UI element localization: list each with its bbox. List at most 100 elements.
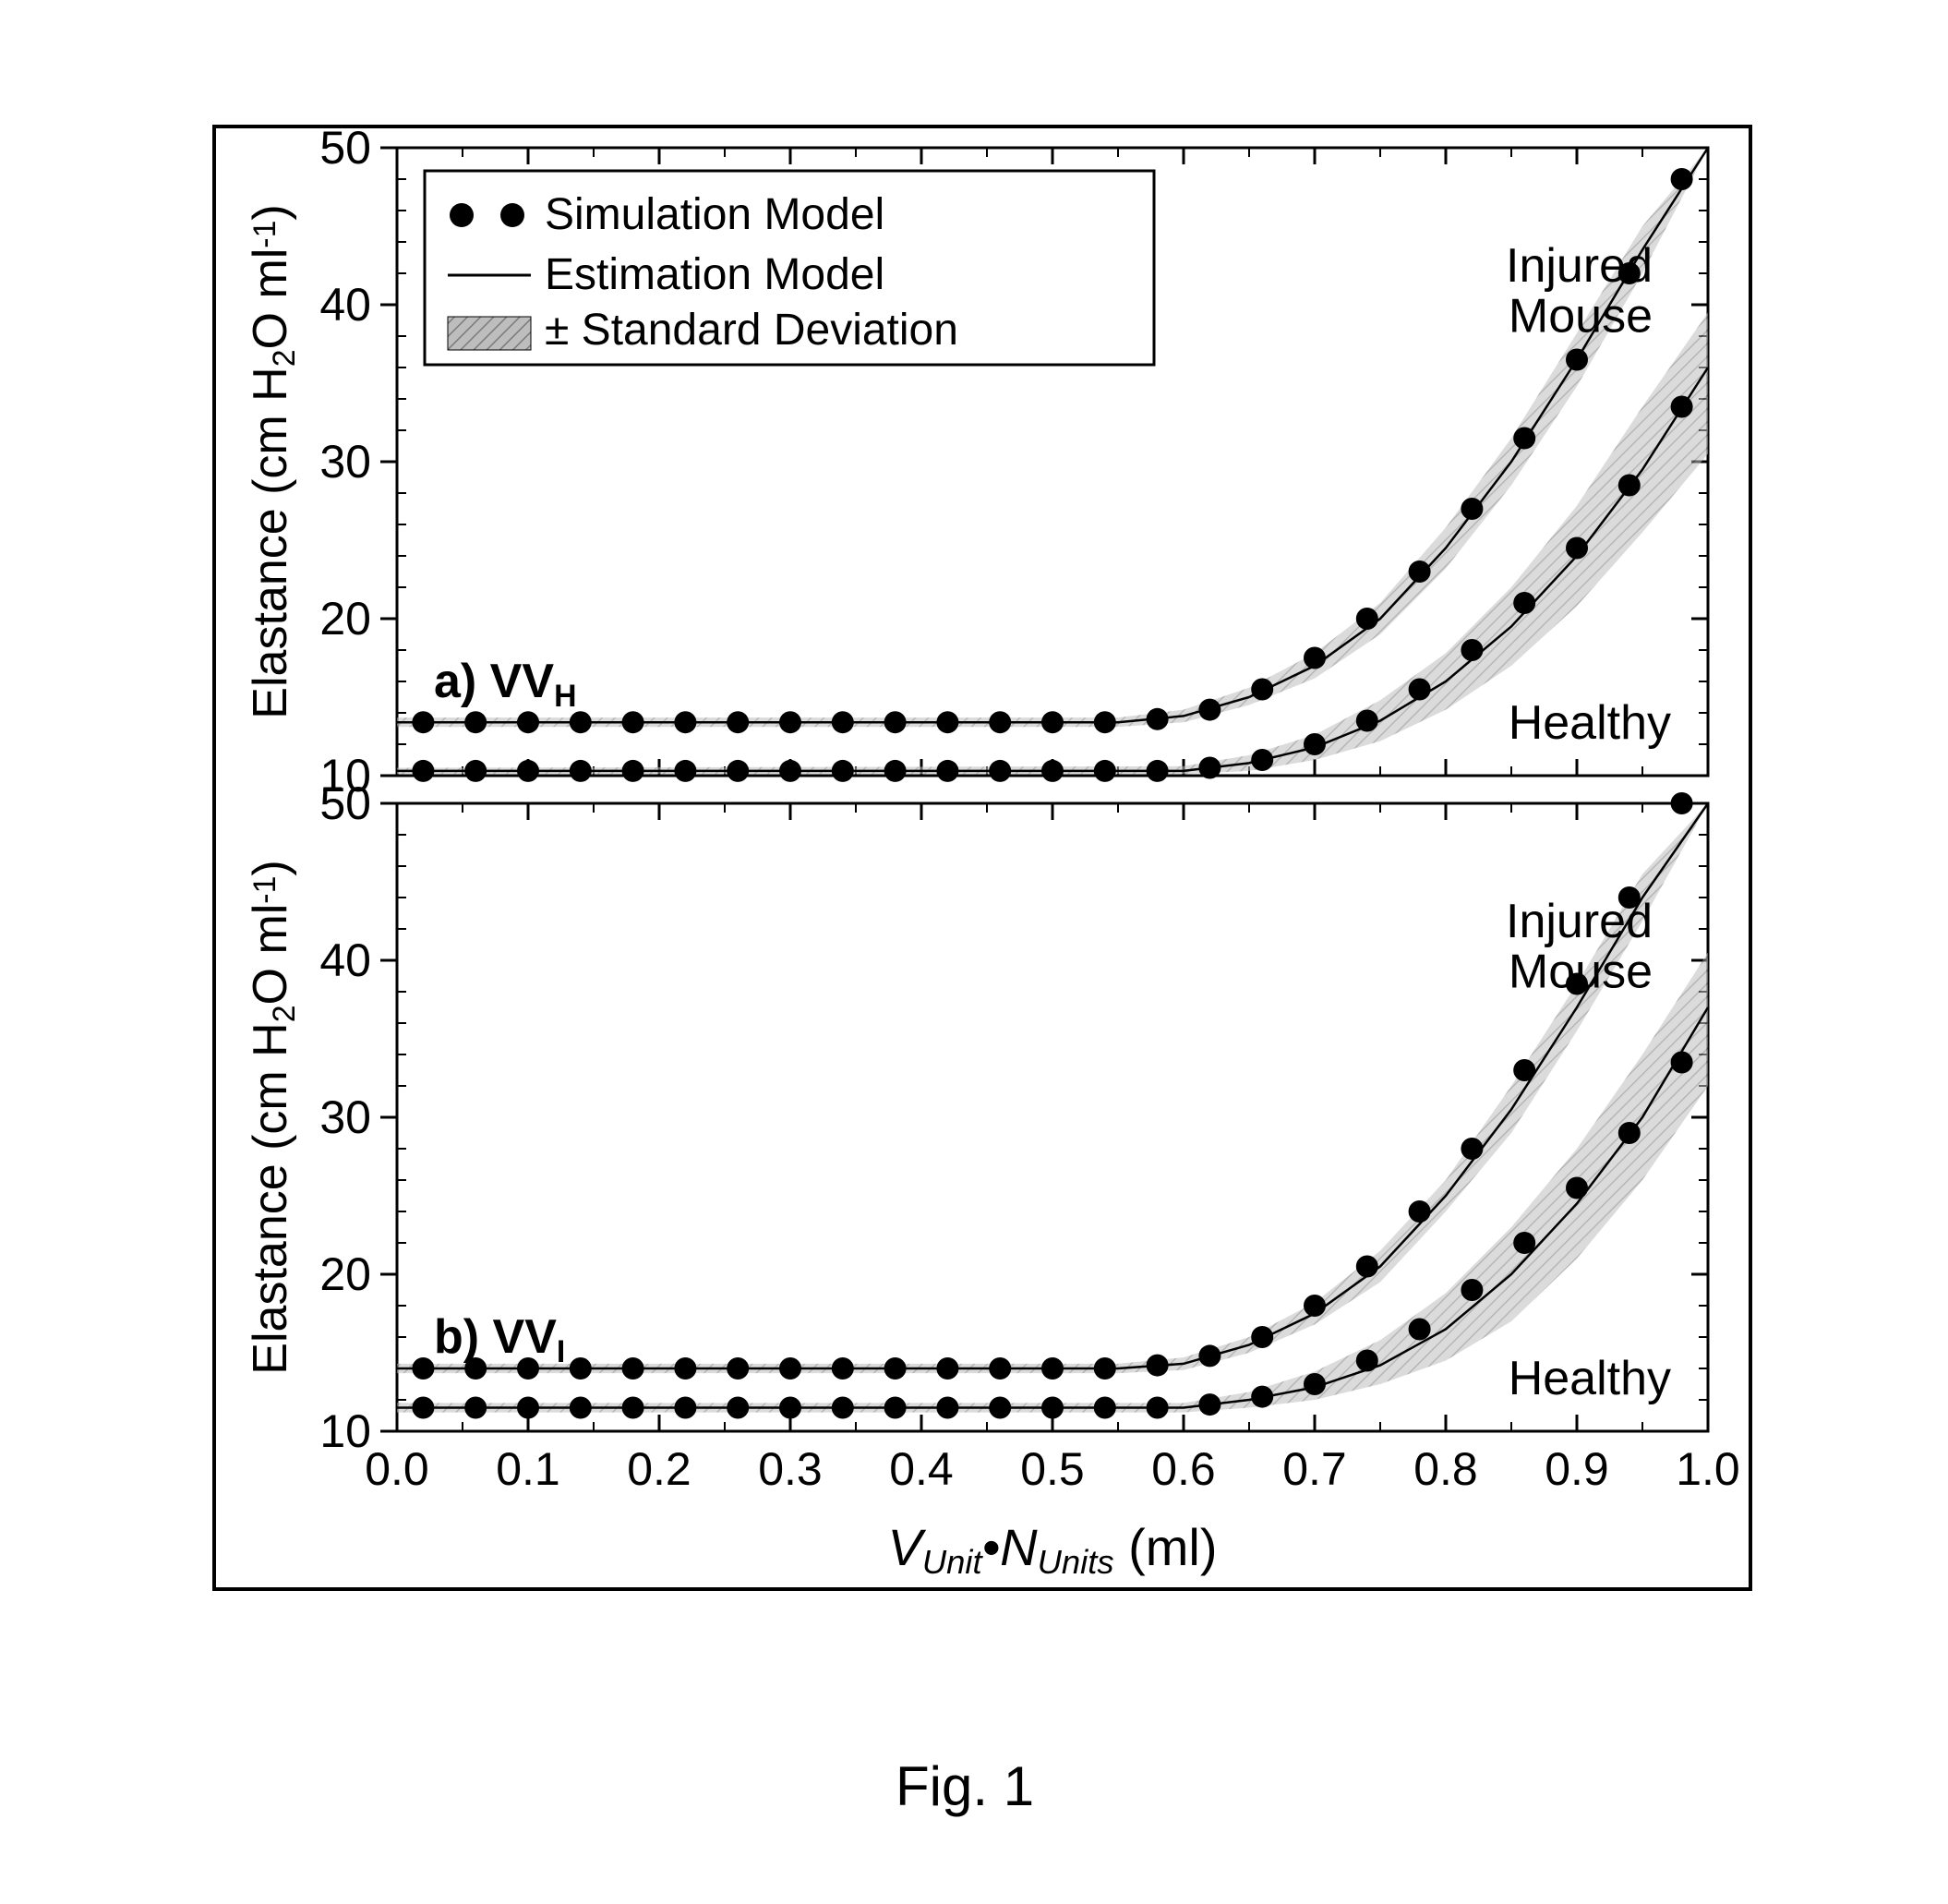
simulation-dot (1198, 1393, 1221, 1416)
simulation-dot (570, 1357, 592, 1380)
simulation-dot (1304, 733, 1326, 755)
simulation-dot (1461, 498, 1483, 520)
simulation-dot (936, 1357, 958, 1380)
panel-tag: a) VVH (434, 655, 576, 714)
x-tick-label: 0.5 (1020, 1443, 1085, 1495)
simulation-dot (412, 711, 434, 733)
simulation-dot (674, 1397, 696, 1419)
simulation-dot (517, 1397, 539, 1419)
simulation-dot (1566, 349, 1588, 371)
simulation-dot (1147, 708, 1169, 730)
y-tick-label: 40 (319, 934, 371, 986)
simulation-dot (1618, 1122, 1641, 1144)
x-tick-label: 0.1 (496, 1443, 560, 1495)
y-tick-label: 50 (319, 777, 371, 829)
legend-dot-icon (500, 203, 524, 227)
legend-label: Simulation Model (545, 190, 884, 239)
x-tick-label: 0.3 (758, 1443, 823, 1495)
figure-caption: Fig. 1 (896, 1754, 1034, 1818)
simulation-dot (884, 760, 907, 782)
simulation-dot (1304, 647, 1326, 669)
x-tick-label: 0.7 (1282, 1443, 1347, 1495)
simulation-dot (1356, 710, 1378, 732)
simulation-dot (1513, 1059, 1535, 1081)
simulation-dot (832, 1357, 854, 1380)
simulation-dot (1513, 592, 1535, 614)
legend-dot-icon (450, 203, 474, 227)
simulation-dot (1671, 792, 1693, 814)
y-tick-label: 50 (319, 122, 371, 174)
healthy-annotation: Healthy (1509, 1352, 1671, 1405)
simulation-dot (832, 711, 854, 733)
y-tick-label: 40 (319, 279, 371, 331)
simulation-dot (1041, 760, 1064, 782)
healthy-annotation: Healthy (1509, 696, 1671, 750)
x-tick-label: 0.2 (627, 1443, 691, 1495)
simulation-dot (936, 711, 958, 733)
simulation-dot (1198, 699, 1221, 721)
simulation-dot (464, 760, 487, 782)
simulation-dot (622, 1397, 644, 1419)
simulation-dot (1094, 760, 1116, 782)
injured-annotation: InjuredMouse (1506, 895, 1653, 999)
simulation-dot (1461, 1279, 1483, 1301)
panel-tag: b) VVI (434, 1310, 565, 1369)
simulation-dot (464, 1397, 487, 1419)
x-tick-label: 1.0 (1676, 1443, 1740, 1495)
simulation-dot (832, 1397, 854, 1419)
simulation-dot (727, 760, 749, 782)
y-tick-label: 10 (319, 1405, 371, 1457)
simulation-dot (727, 1397, 749, 1419)
simulation-dot (779, 1357, 801, 1380)
simulation-dot (570, 760, 592, 782)
estimation-line (397, 1007, 1708, 1408)
simulation-dot (884, 1357, 907, 1380)
simulation-dot (674, 1357, 696, 1380)
simulation-dot (674, 760, 696, 782)
simulation-dot (1461, 639, 1483, 661)
simulation-dot (517, 711, 539, 733)
x-tick-label: 0.6 (1151, 1443, 1216, 1495)
simulation-dot (1618, 475, 1641, 497)
simulation-dot (1041, 1397, 1064, 1419)
simulation-dot (622, 760, 644, 782)
chart-stage: 10 20 30 40 50 a) VVH Elastance (cm H2O ml-1) I… (0, 0, 1948, 1904)
simulation-dot (1198, 757, 1221, 779)
simulation-dot (1409, 1319, 1431, 1341)
simulation-dot (1566, 1177, 1588, 1199)
simulation-dot (517, 760, 539, 782)
simulation-dot (1513, 1232, 1535, 1254)
x-tick-label: 0.0 (365, 1443, 429, 1495)
simulation-dot (1304, 1373, 1326, 1395)
simulation-dot (832, 760, 854, 782)
simulation-dot (727, 711, 749, 733)
simulation-dot (1304, 1295, 1326, 1317)
simulation-dot (936, 1397, 958, 1419)
simulation-dot (1409, 560, 1431, 583)
simulation-dot (622, 1357, 644, 1380)
simulation-dot (1566, 537, 1588, 560)
y-tick-label: 30 (319, 436, 371, 488)
y-tick-label: 20 (319, 1248, 371, 1300)
simulation-dot (779, 760, 801, 782)
simulation-dot (1409, 679, 1431, 701)
simulation-dot (1094, 1357, 1116, 1380)
x-axis-label: VUnit•NUnits (ml) (888, 1518, 1218, 1581)
x-tick-label: 0.9 (1545, 1443, 1609, 1495)
simulation-dot (622, 711, 644, 733)
simulation-dot (727, 1357, 749, 1380)
simulation-dot (1147, 760, 1169, 782)
simulation-dot (1671, 168, 1693, 190)
simulation-dot (1356, 1256, 1378, 1278)
simulation-dot (674, 711, 696, 733)
simulation-dot (1461, 1138, 1483, 1160)
y-axis-label: Elastance (cm H2O ml-1) (244, 204, 302, 718)
simulation-dot (989, 1357, 1011, 1380)
simulation-dot (884, 1397, 907, 1419)
y-axis-label: Elastance (cm H2O ml-1) (244, 860, 302, 1374)
simulation-dot (1251, 1386, 1273, 1408)
simulation-dot (1356, 608, 1378, 630)
simulation-dot (936, 760, 958, 782)
injured-annotation: InjuredMouse (1506, 239, 1653, 343)
simulation-dot (1041, 1357, 1064, 1380)
